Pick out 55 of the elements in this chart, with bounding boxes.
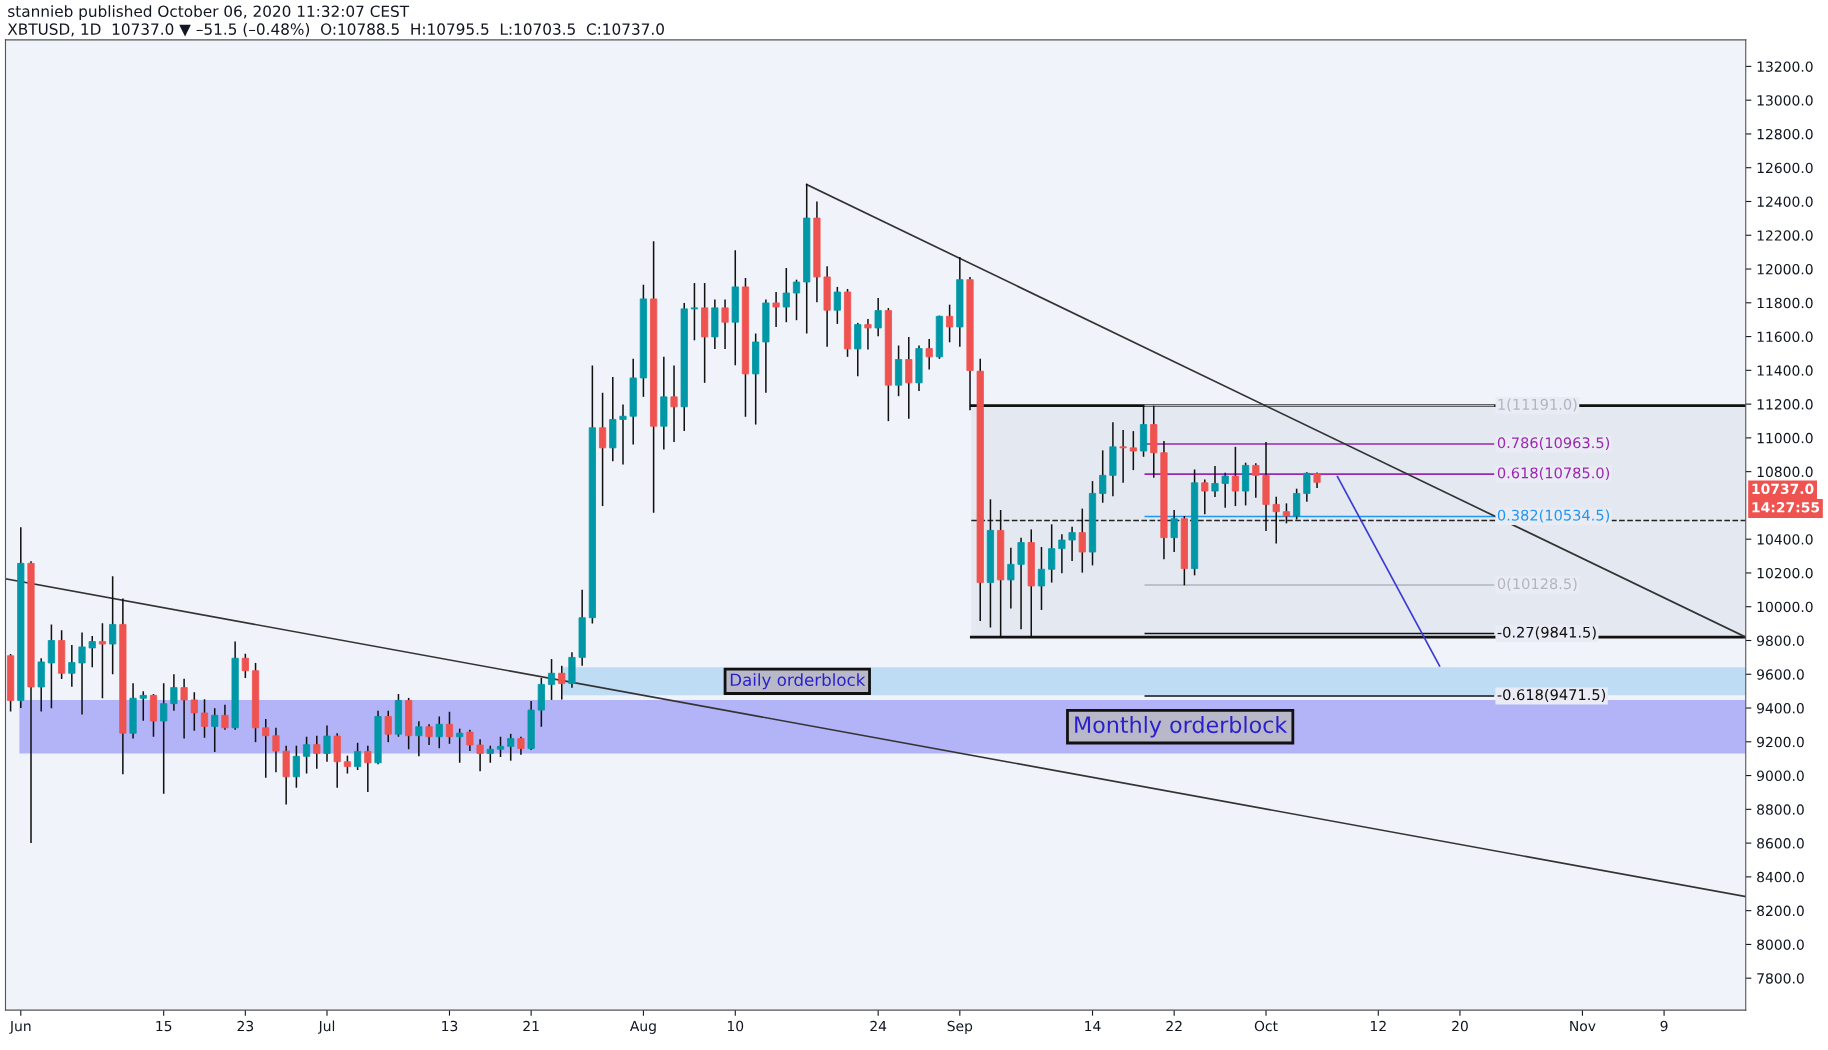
y-tick-label: 12600.0	[1757, 162, 1813, 174]
y-tick-label: 12200.0	[1757, 230, 1813, 241]
y-tick-label: 12800.0	[1757, 128, 1813, 140]
y-tick-label: 8400.0	[1757, 871, 1804, 883]
text: 10737.0	[1752, 483, 1814, 495]
ref-line-label: 0.786(10963.5)	[1497, 437, 1610, 450]
x-tick-label: 22	[1166, 1020, 1182, 1032]
x-tick-label: Oct	[1254, 1020, 1278, 1032]
band-label: Monthly orderblock	[1075, 715, 1288, 738]
ref-line-label: 0.382(10534.5)	[1497, 509, 1610, 523]
x-tick-label: Sep	[947, 1020, 973, 1034]
y-tick-label: 13000.0	[1757, 95, 1813, 106]
x-tick-label: 15	[156, 1020, 172, 1032]
y-tick-label: 9400.0	[1757, 703, 1804, 714]
y-tick-label: 9200.0	[1757, 736, 1804, 748]
band-label: Daily orderblock	[730, 673, 866, 690]
x-tick-label: Jun	[9, 1020, 31, 1034]
x-tick-label: Jul	[317, 1020, 335, 1034]
x-tick-label: Nov	[1570, 1020, 1596, 1032]
chart-subtitle: XBTUSD, 1D 10737.0 ▼ –51.5 (–0.48%) O:10788.5 H:10795.5 L:10703.5 C:10737.0	[7, 23, 664, 37]
x-tick-label: 13	[442, 1020, 458, 1032]
y-tick-label: 11400.0	[1757, 365, 1813, 376]
chart-title: stannieb published October 06, 2020 11:32:07 CEST	[8, 5, 410, 20]
ref-line-label: 0.618(10785.0)	[1497, 467, 1610, 481]
y-tick-label: 9800.0	[1757, 635, 1804, 646]
y-tick-label: 9000.0	[1757, 770, 1804, 782]
x-tick-label: 12	[1370, 1020, 1386, 1032]
y-tick-label: 8200.0	[1757, 905, 1804, 917]
y-tick-label: 11600.0	[1757, 331, 1813, 343]
y-tick-label: 7800.0	[1757, 973, 1804, 984]
text: 14:27:55	[1752, 502, 1820, 513]
x-tick-label: 23	[237, 1020, 254, 1032]
x-tick-label: 9	[1660, 1020, 1668, 1032]
x-tick-label: Aug	[629, 1020, 656, 1034]
ref-line-label: -0.27(9841.5)	[1497, 626, 1596, 640]
y-tick-label: 8800.0	[1757, 804, 1804, 815]
y-tick-label: 10800.0	[1757, 466, 1813, 478]
y-tick-label: 9600.0	[1757, 669, 1804, 680]
y-tick-label: 11800.0	[1757, 297, 1813, 309]
x-tick-label: 14	[1085, 1020, 1101, 1032]
y-tick-label: 10400.0	[1757, 534, 1813, 545]
x-tick-label: 10	[727, 1020, 744, 1032]
x-tick-label: 24	[870, 1020, 887, 1032]
x-tick-label: 20	[1452, 1020, 1468, 1032]
y-tick-label: 8000.0	[1757, 939, 1804, 950]
y-tick-label: 11000.0	[1757, 432, 1813, 444]
y-tick-label: 12400.0	[1757, 196, 1813, 207]
y-tick-label: 10000.0	[1757, 601, 1813, 613]
ref-line-label: -0.618(9471.5)	[1497, 688, 1606, 702]
y-tick-label: 10200.0	[1757, 567, 1813, 579]
y-tick-label: 8600.0	[1757, 838, 1804, 849]
y-tick-label: 11200.0	[1757, 399, 1813, 410]
y-tick-label: 13200.0	[1757, 61, 1813, 72]
x-tick-label: 21	[523, 1020, 539, 1032]
y-tick-label: 12000.0	[1757, 264, 1813, 275]
